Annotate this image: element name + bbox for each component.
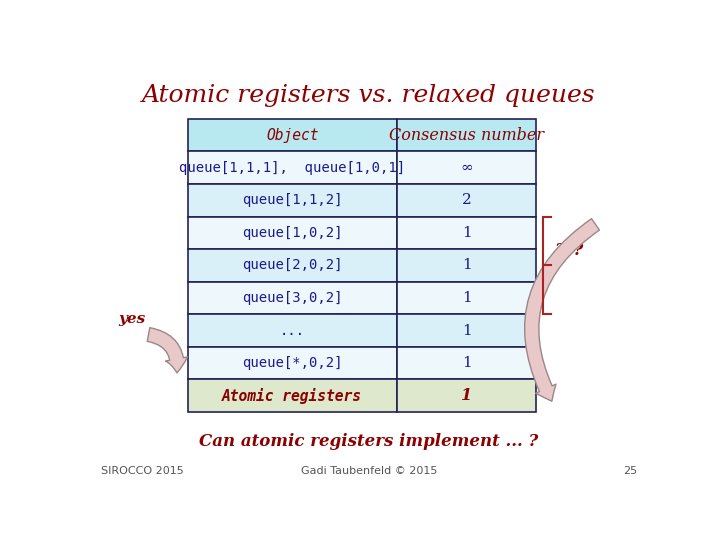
Text: queue[*,0,2]: queue[*,0,2] [242, 356, 343, 370]
FancyBboxPatch shape [397, 184, 536, 217]
FancyBboxPatch shape [397, 282, 536, 314]
FancyBboxPatch shape [397, 314, 536, 347]
Text: 1: 1 [462, 291, 472, 305]
FancyBboxPatch shape [188, 151, 397, 184]
FancyBboxPatch shape [188, 249, 397, 282]
Text: queue[1,1,2]: queue[1,1,2] [242, 193, 343, 207]
Text: queue[3,0,2]: queue[3,0,2] [242, 291, 343, 305]
FancyBboxPatch shape [188, 282, 397, 314]
Text: 25: 25 [623, 467, 637, 476]
FancyBboxPatch shape [188, 380, 397, 412]
Text: queue[2,0,2]: queue[2,0,2] [242, 259, 343, 272]
Text: ...: ... [279, 323, 305, 338]
Text: Atomic registers vs. relaxed queues: Atomic registers vs. relaxed queues [142, 84, 596, 106]
Text: Consensus number: Consensus number [389, 127, 544, 144]
FancyArrowPatch shape [525, 219, 600, 401]
Text: queue[1,0,2]: queue[1,0,2] [242, 226, 343, 240]
FancyBboxPatch shape [188, 314, 397, 347]
FancyBboxPatch shape [188, 119, 397, 151]
Text: Object: Object [266, 127, 318, 143]
Text: 1: 1 [462, 259, 472, 272]
Text: Atomic registers: Atomic registers [222, 388, 362, 404]
Text: 1: 1 [462, 356, 472, 370]
FancyBboxPatch shape [397, 119, 536, 151]
FancyBboxPatch shape [397, 151, 536, 184]
Text: ∞: ∞ [460, 161, 473, 175]
FancyBboxPatch shape [397, 217, 536, 249]
FancyBboxPatch shape [188, 184, 397, 217]
FancyBboxPatch shape [397, 347, 536, 380]
Text: ???: ??? [554, 242, 583, 259]
Text: 1: 1 [462, 226, 472, 240]
FancyArrowPatch shape [147, 328, 187, 373]
Text: Gadi Taubenfeld © 2015: Gadi Taubenfeld © 2015 [301, 467, 437, 476]
FancyBboxPatch shape [397, 249, 536, 282]
FancyBboxPatch shape [397, 380, 536, 412]
Text: 1: 1 [461, 387, 472, 404]
Text: yes: yes [118, 312, 145, 326]
Text: SIROCCO 2015: SIROCCO 2015 [101, 467, 184, 476]
Text: Can atomic registers implement ... ?: Can atomic registers implement ... ? [199, 433, 539, 450]
FancyBboxPatch shape [188, 347, 397, 380]
Text: queue[1,1,1],  queue[1,0,1]: queue[1,1,1], queue[1,0,1] [179, 161, 405, 175]
FancyBboxPatch shape [188, 217, 397, 249]
Text: 2: 2 [462, 193, 472, 207]
Text: 1: 1 [462, 323, 472, 338]
